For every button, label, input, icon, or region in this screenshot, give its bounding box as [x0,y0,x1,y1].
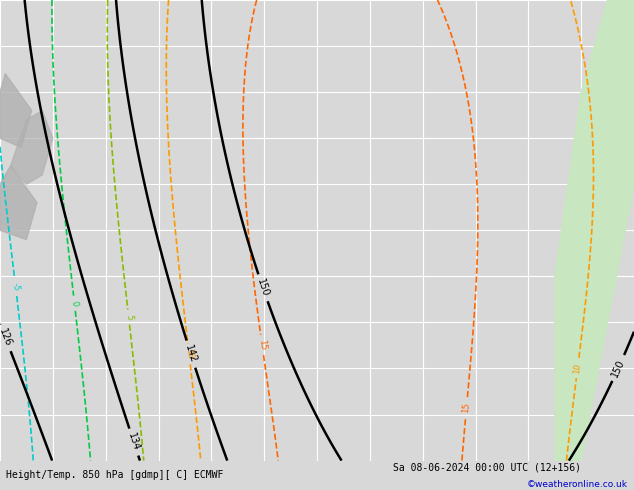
Text: -5: -5 [11,282,20,292]
Text: 0: 0 [70,300,79,306]
Text: 126: 126 [0,327,13,348]
Polygon shape [0,74,32,147]
Polygon shape [555,0,634,461]
Text: 15: 15 [462,402,472,413]
Text: Height/Temp. 850 hPa [gdmp][ C] ECMWF: Height/Temp. 850 hPa [gdmp][ C] ECMWF [6,470,224,480]
Polygon shape [11,111,53,184]
Text: 142: 142 [183,344,198,365]
Text: 150: 150 [610,358,626,378]
Text: ©weatheronline.co.uk: ©weatheronline.co.uk [527,480,628,489]
Text: 5: 5 [124,314,133,320]
Polygon shape [0,166,37,240]
Text: Sa 08-06-2024 00:00 UTC (12+156): Sa 08-06-2024 00:00 UTC (12+156) [393,463,581,473]
Text: 15: 15 [257,339,268,351]
Text: 150: 150 [256,277,271,298]
Text: 134: 134 [126,432,141,452]
Text: 10: 10 [184,348,194,360]
Text: 10: 10 [573,362,583,374]
